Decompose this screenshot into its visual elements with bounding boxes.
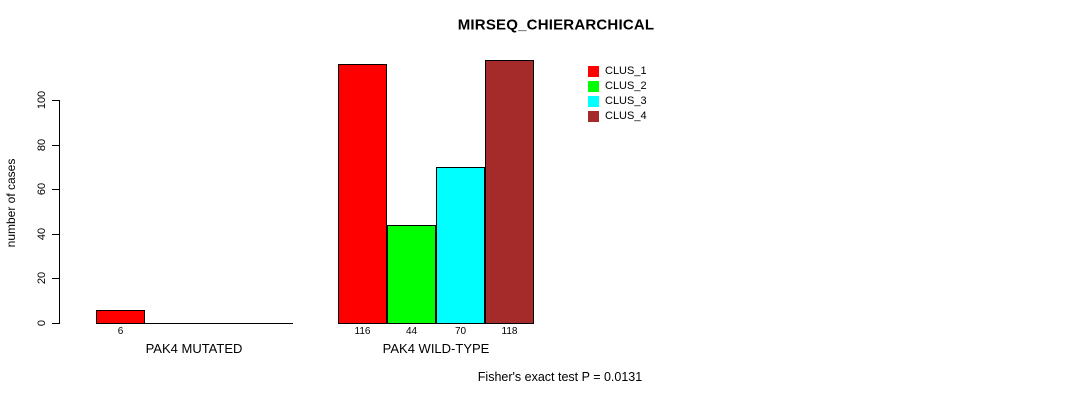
y-axis-tick-label: 80 <box>36 138 48 152</box>
legend-entry-clus-3: CLUS_3 <box>588 94 647 109</box>
y-axis-line <box>59 100 60 324</box>
y-axis-tick <box>52 100 59 101</box>
y-axis-tick-label: 60 <box>36 182 48 196</box>
legend-entry-clus-1: CLUS_1 <box>588 64 647 79</box>
y-axis-tick-label: 0 <box>36 319 48 327</box>
legend-swatch-clus-3-icon <box>588 96 599 107</box>
legend-swatch-clus-2-icon <box>588 81 599 92</box>
legend-label-clus-1: CLUS_1 <box>605 65 647 77</box>
legend-label-clus-4: CLUS_4 <box>605 110 647 122</box>
chart-title: MIRSEQ_CHIERARCHICAL <box>457 16 655 34</box>
y-axis-tick-label: 20 <box>36 271 48 285</box>
legend: CLUS_1 CLUS_2 CLUS_3 CLUS_4 <box>588 64 647 124</box>
bar-clus-1-pak4-wild-type <box>338 64 387 324</box>
y-axis-tick <box>52 145 59 146</box>
category-label-pak4-wild-type: PAK4 WILD-TYPE <box>382 341 490 356</box>
bar-value-label: 116 <box>354 326 371 337</box>
bar-clus-1-pak4-mutated <box>96 310 145 324</box>
bar-value-label: 44 <box>405 326 418 337</box>
stat-annotation: Fisher's exact test P = 0.0131 <box>477 370 643 384</box>
y-axis-tick <box>52 323 59 324</box>
legend-label-clus-3: CLUS_3 <box>605 95 647 107</box>
y-axis-tick <box>52 278 59 279</box>
bar-clus-3-pak4-wild-type <box>436 167 485 324</box>
zero-bar-clus-2-pak4-mutated <box>145 323 195 324</box>
bar-value-label: 70 <box>454 326 467 337</box>
bar-clus-4-pak4-wild-type <box>485 60 534 324</box>
bar-value-label: 6 <box>117 326 124 337</box>
legend-swatch-clus-1-icon <box>588 66 599 77</box>
legend-swatch-clus-4-icon <box>588 111 599 122</box>
y-axis-tick <box>52 234 59 235</box>
legend-entry-clus-4: CLUS_4 <box>588 109 647 124</box>
zero-bar-clus-3-pak4-mutated <box>194 323 244 324</box>
bar-value-label: 118 <box>501 326 518 337</box>
y-axis-tick-label: 40 <box>36 227 48 241</box>
legend-label-clus-2: CLUS_2 <box>605 80 647 92</box>
category-label-pak4-mutated: PAK4 MUTATED <box>145 341 243 356</box>
bar-clus-2-pak4-wild-type <box>387 225 436 324</box>
y-axis-tick <box>52 189 59 190</box>
legend-entry-clus-2: CLUS_2 <box>588 79 647 94</box>
y-axis-tick-label: 100 <box>36 90 48 110</box>
zero-bar-clus-4-pak4-mutated <box>243 323 293 324</box>
